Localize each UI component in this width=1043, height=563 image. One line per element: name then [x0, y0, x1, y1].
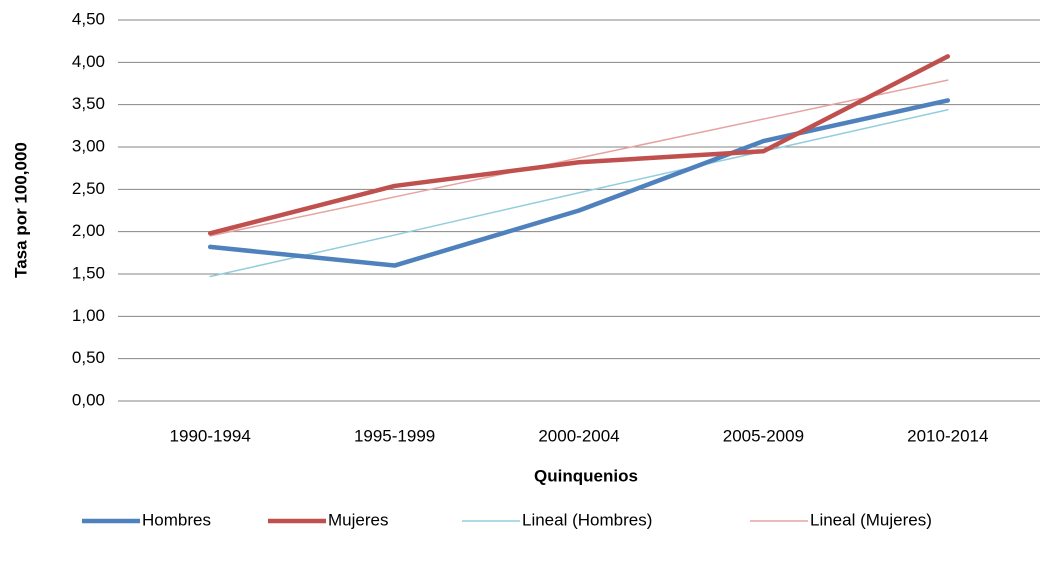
legend-label: Mujeres — [328, 510, 388, 529]
y-tick-label: 2,00 — [72, 221, 105, 240]
x-tick-label: 2010-2014 — [907, 426, 988, 445]
x-tick-label: 2005-2009 — [723, 426, 804, 445]
x-tick-label: 2000-2004 — [538, 426, 619, 445]
legend-label: Lineal (Hombres) — [522, 510, 652, 529]
y-tick-label: 0,50 — [72, 348, 105, 367]
legend-label: Lineal (Mujeres) — [810, 510, 932, 529]
series-line — [207, 98, 951, 268]
y-tick-label: 4,00 — [72, 52, 105, 71]
y-tick-label: 1,50 — [72, 263, 105, 282]
series-line — [209, 108, 949, 278]
y-tick-label: 0,00 — [72, 390, 105, 409]
y-tick-label: 1,00 — [72, 306, 105, 325]
x-axis-title: Quinquenios — [534, 466, 638, 485]
y-tick-label: 4,50 — [72, 9, 105, 28]
y-tick-label: 3,00 — [72, 136, 105, 155]
legend-label: Hombres — [142, 510, 211, 529]
series-line — [207, 54, 951, 236]
y-tick-label: 3,50 — [72, 94, 105, 113]
x-tick-label: 1995-1999 — [354, 426, 435, 445]
x-tick-label: 1990-1994 — [170, 426, 251, 445]
y-axis-title: Tasa por 100,000 — [11, 142, 30, 278]
series-line — [209, 79, 949, 237]
y-tick-label: 2,50 — [72, 179, 105, 198]
